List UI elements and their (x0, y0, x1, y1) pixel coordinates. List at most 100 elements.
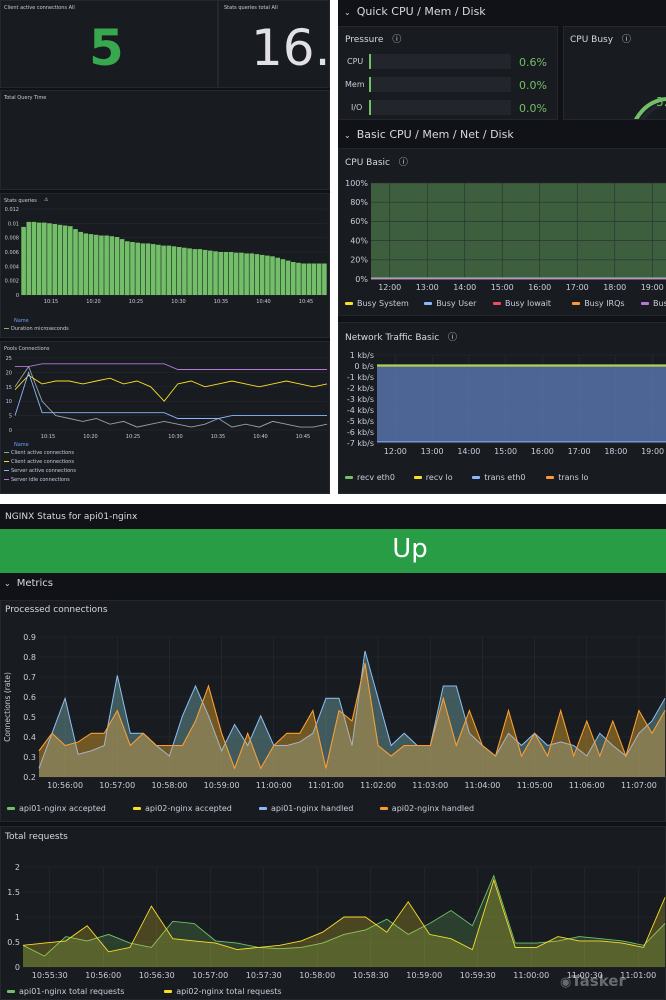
legend-item[interactable]: Server idle connections (4, 477, 70, 483)
processed-connections-panel[interactable]: Processed connections 0.9 0.8 0.7 0.6 0.5 0.4… (0, 600, 666, 822)
y-tick-label: 0.4 (23, 733, 36, 742)
total-requests-legend: api01-nginx total requests api02-nginx to… (1, 987, 666, 999)
info-icon[interactable]: ⓘ (392, 35, 402, 45)
row-metrics[interactable]: ⌄ Metrics (4, 578, 53, 589)
y-tick-label: 0.6 (23, 693, 36, 702)
legend-label: trans eth0 (484, 473, 526, 482)
legend-item[interactable]: Busy IRQs (572, 299, 625, 308)
legend-item[interactable]: Busy Iowait (493, 299, 551, 308)
pressure-mem-label: Mem (345, 80, 365, 89)
y-tick-label: -4 kb/s (347, 406, 374, 415)
data-bar (296, 262, 301, 295)
x-tick-label: 10:58:30 (353, 971, 389, 980)
y-tick-label: -6 kb/s (347, 428, 374, 437)
nginx-status-bar: Up (0, 529, 666, 573)
legend-swatch (641, 302, 649, 305)
y-tick-label: -5 kb/s (347, 417, 374, 426)
info-icon[interactable]: ⓘ (398, 158, 408, 168)
x-tick-label: 10:56:30 (139, 971, 175, 980)
info-icon[interactable]: ⓘ (621, 35, 631, 45)
pools-connections-panel[interactable]: Pools Connections 25 20 15 10 5 0 10:15 10:20 10… (0, 341, 330, 494)
legend-item[interactable]: api01-nginx handled (259, 804, 353, 813)
legend-item[interactable]: Duration microseconds (4, 326, 69, 332)
legend-swatch (413, 476, 422, 479)
legend-item[interactable]: Server active connections (4, 468, 76, 474)
legend-item[interactable]: Busy Other (641, 299, 666, 308)
x-tick-label: 19:00 (641, 447, 664, 456)
data-bar (249, 253, 255, 295)
x-tick-label: 11:00:00 (513, 971, 549, 980)
total-requests-panel[interactable]: Total requests 2 1.5 1 0.5 0 10:55:30 10:56:00… (0, 826, 666, 1000)
legend-item[interactable]: Client active connections (4, 450, 74, 456)
cpu-busy-panel[interactable]: CPU Busy ⓘ 3. (563, 26, 666, 120)
legend-header: Name (14, 442, 29, 448)
legend-item[interactable]: Busy User (424, 299, 476, 308)
requests-series-line (22, 874, 666, 957)
data-bar (73, 229, 78, 295)
stats-queries-chart: 0.012 0.01 0.008 0.006 0.004 0.002 0 10:15 10:20… (5, 207, 327, 305)
legend-item[interactable]: api01-nginx total requests (7, 987, 124, 996)
pressure-io-bar (369, 100, 511, 115)
y-tick-label: 0.8 (23, 653, 36, 662)
data-bar (42, 222, 47, 295)
row-quick-cpu[interactable]: ⌄ Quick CPU / Mem / Disk (344, 5, 486, 18)
panel-title: Total requests (5, 832, 68, 842)
stats-queries-panel[interactable]: Stats queries ⚠ 0.012 0.01 0.008 0.006 0.004… (0, 193, 330, 338)
nginx-status-title: NGINX Status for api01-nginx (5, 512, 138, 522)
data-bar (78, 231, 83, 295)
nginx-status-value: Up (392, 534, 428, 564)
pool-series-line (14, 374, 328, 402)
legend-item[interactable]: api02-nginx total requests (164, 987, 282, 996)
processed-series-line (38, 663, 666, 770)
warning-icon[interactable]: ⚠ (44, 197, 49, 203)
legend-item[interactable]: trans lo (546, 473, 588, 482)
x-tick-label: 10:59:00 (406, 971, 442, 980)
data-bar (306, 263, 312, 295)
network-traffic-panel[interactable]: Network Traffic Basic ⓘ 1 kb/s 0 b/s -1 kb… (338, 322, 666, 494)
y-tick-label: -3 kb/s (347, 395, 374, 404)
legend-item[interactable]: api02-nginx handled (379, 804, 474, 813)
legend-swatch (572, 302, 581, 305)
x-tick-label: 10:25 (126, 434, 140, 440)
y-tick-label: 25 (6, 356, 12, 362)
legend-item[interactable]: api01-nginx accepted (7, 804, 106, 813)
x-tick-label: 12:00 (378, 283, 401, 292)
y-tick-label: 1 kb/s (350, 351, 374, 360)
data-bar (213, 251, 218, 295)
cpu-basic-panel[interactable]: CPU Basic ⓘ 100% 80% 60% 40% 20% 0% 12:00 13:00… (338, 148, 666, 316)
legend-label: Client active connections (11, 459, 75, 465)
legend-item[interactable]: trans eth0 (472, 473, 526, 482)
x-tick-label: 11:00:30 (567, 971, 603, 980)
row-basic-cpu[interactable]: ⌄ Basic CPU / Mem / Net / Disk (344, 128, 514, 141)
processed-series-area (39, 663, 665, 777)
watermark-text: Tasker (571, 972, 626, 990)
data-bar (202, 249, 208, 295)
x-tick-label: 17:00 (566, 283, 589, 292)
legend-item[interactable]: api02-nginx accepted (133, 804, 232, 813)
y-tick-label: 0 (9, 428, 12, 434)
legend-label: api01-nginx accepted (19, 804, 106, 813)
requests-series-area (23, 880, 665, 967)
x-tick-label: 11:07:00 (621, 781, 657, 790)
legend-item[interactable]: Busy System (345, 299, 409, 308)
panel-title: Pressure ⓘ (345, 32, 401, 45)
pressure-mem-value: 0.0% (519, 79, 547, 92)
data-bar (47, 223, 52, 295)
legend-item[interactable]: recv eth0 (345, 473, 395, 482)
cpu-area-bg (371, 183, 666, 279)
info-icon[interactable]: ⓘ (448, 333, 458, 343)
y-tick-label: 20 (6, 370, 12, 376)
legend-item[interactable]: recv lo (413, 473, 453, 482)
legend-item[interactable]: Client active connections (4, 459, 74, 465)
data-bar (301, 263, 306, 295)
data-bar (36, 222, 42, 295)
pressure-panel[interactable]: Pressure ⓘ CPU 0.6% Mem 0.0% I/O 0.0% (338, 26, 558, 120)
data-bar (218, 252, 223, 295)
panel-title-text: CPU Busy (570, 35, 614, 45)
data-bar (166, 245, 172, 295)
x-tick-label: 10:58:00 (151, 781, 187, 790)
legend-header: Name (14, 318, 29, 324)
y-tick-label: 100% (345, 179, 368, 188)
x-tick-label: 11:06:00 (569, 781, 605, 790)
data-bar (208, 250, 213, 295)
